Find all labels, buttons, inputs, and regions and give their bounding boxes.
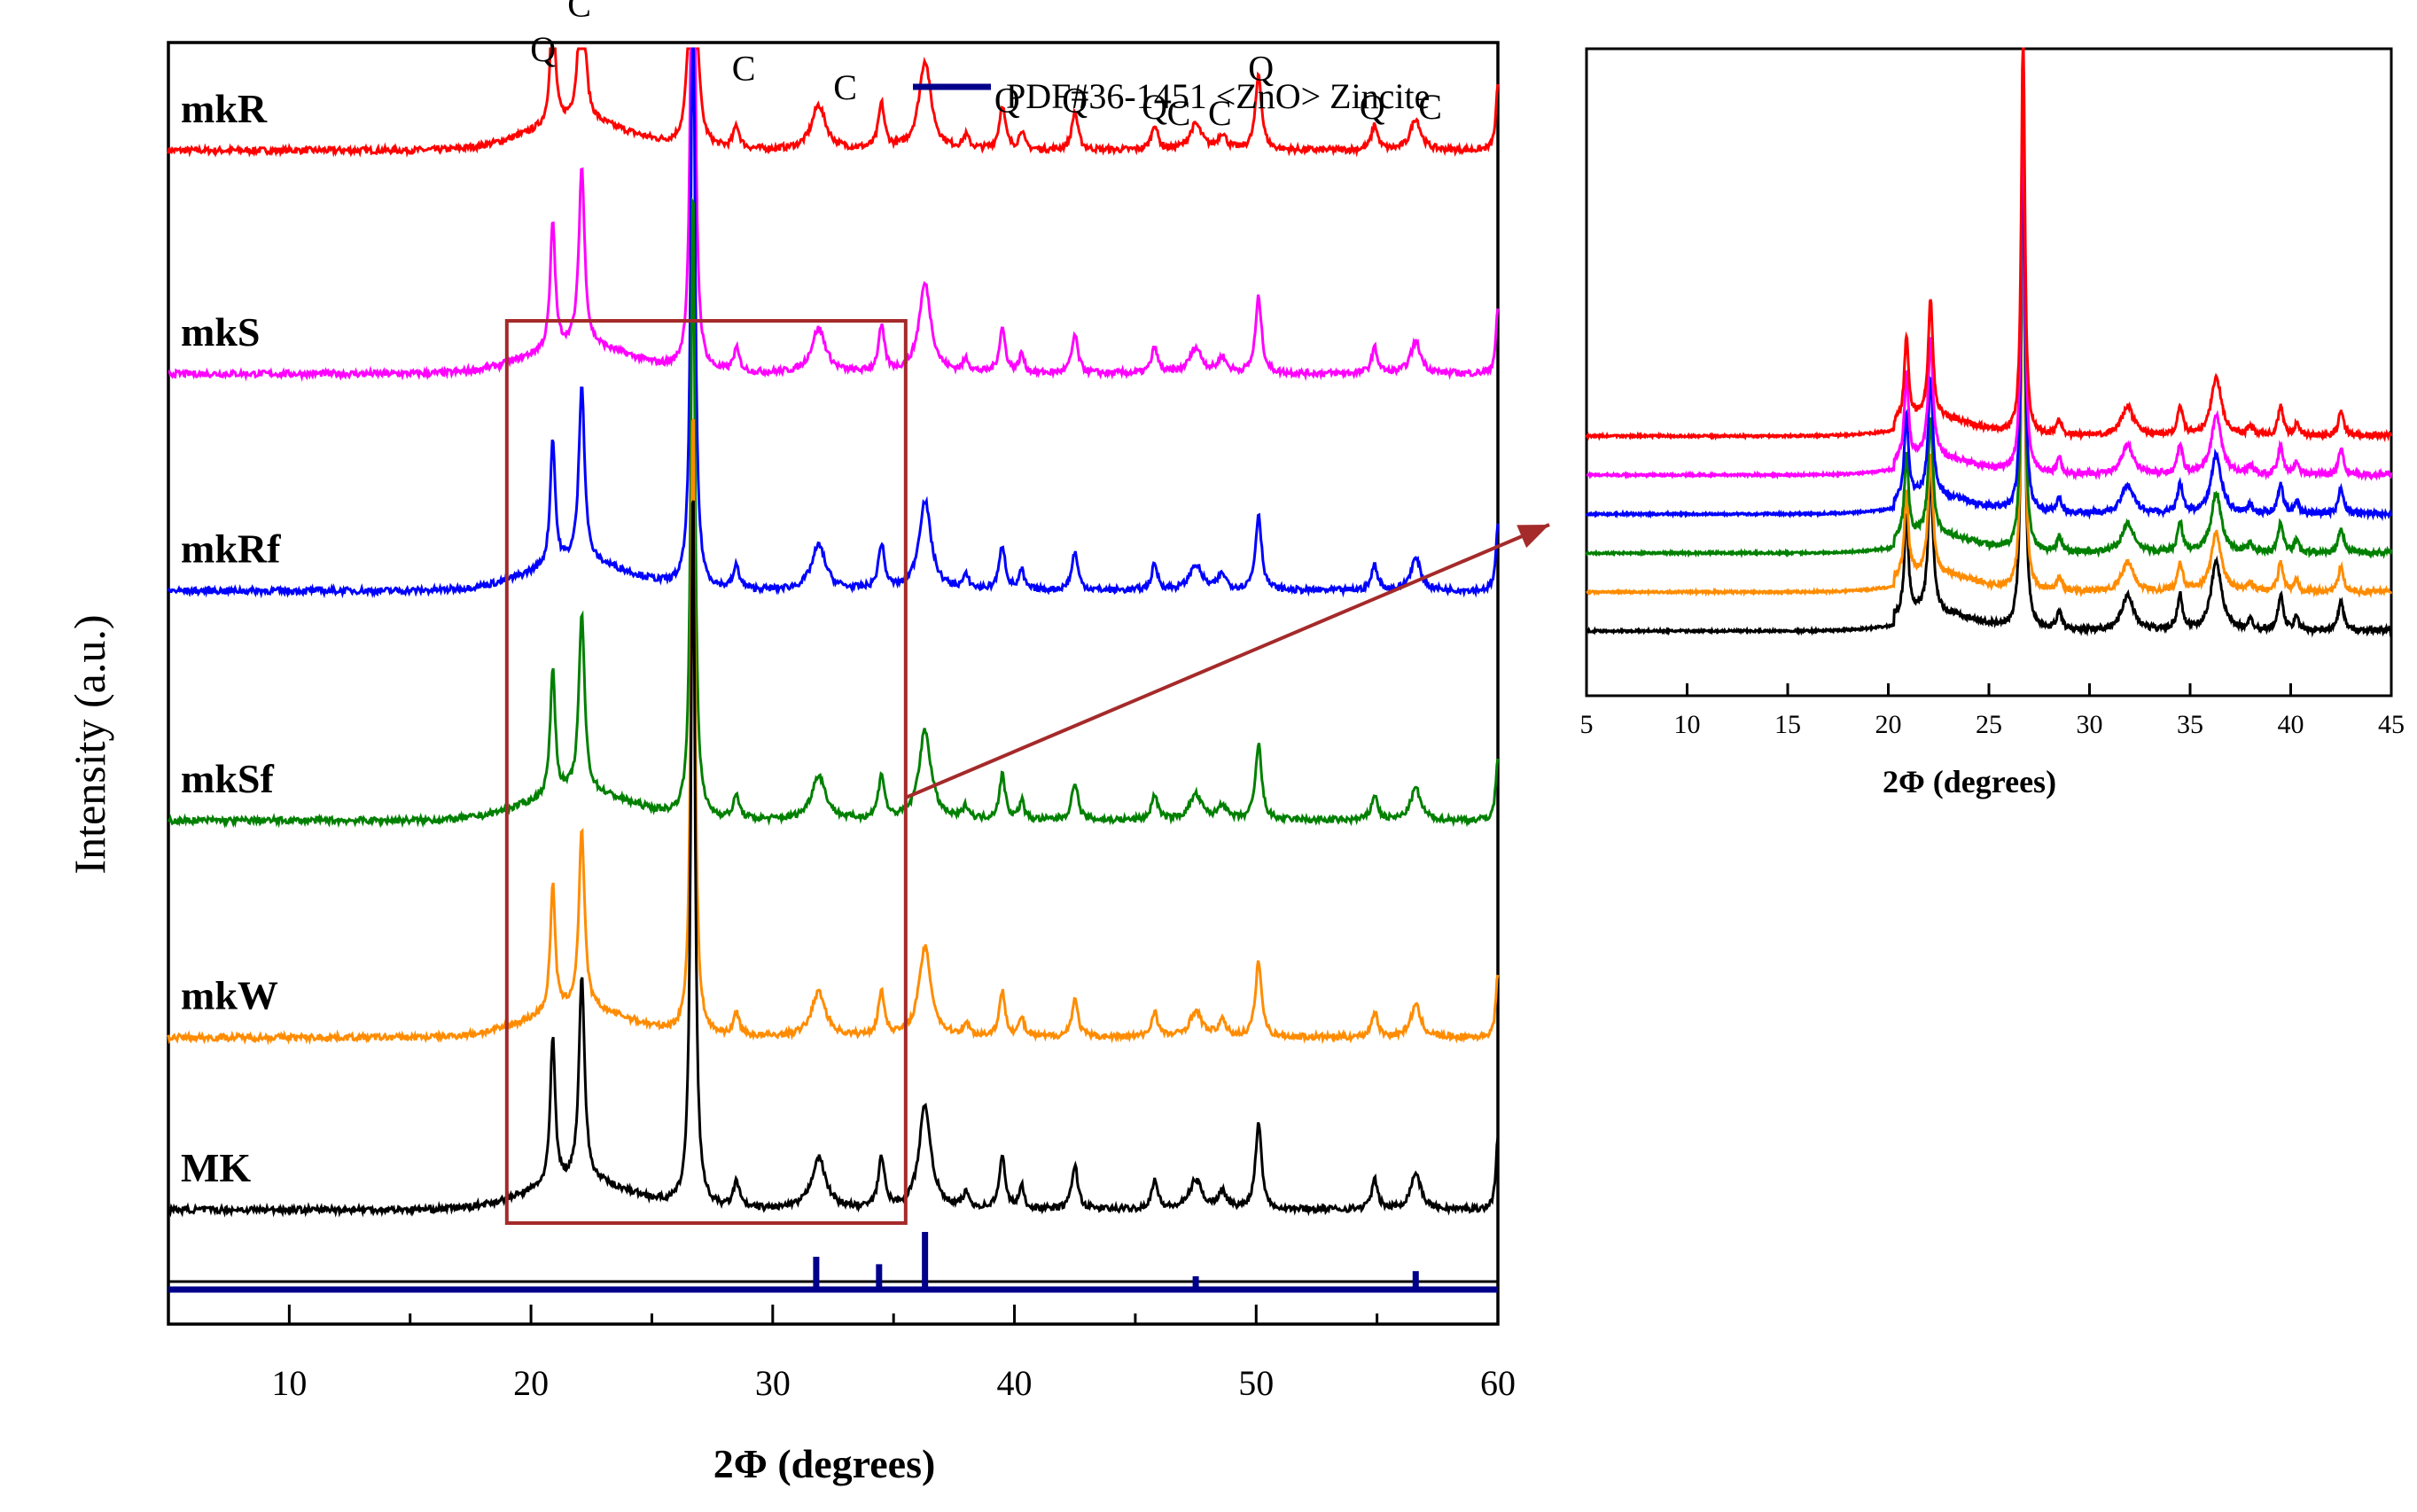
sample-label-mkW: mkW bbox=[181, 973, 278, 1018]
main-x-tick-label: 10 bbox=[271, 1363, 307, 1403]
legend-label: PDF#36-1451 <ZnO> Zincite bbox=[1006, 76, 1430, 116]
zoom-box bbox=[504, 319, 908, 1225]
sample-label-mkSf: mkSf bbox=[181, 756, 274, 801]
inset-x-tick-label: 45 bbox=[2378, 710, 2405, 739]
sample-labels: mkR mkS mkRf mkSf mkW MK bbox=[181, 86, 281, 1190]
phase-label: C bbox=[833, 67, 857, 107]
series-mkW bbox=[167, 418, 1500, 1046]
inset-x-ticks bbox=[1585, 683, 2393, 696]
reference-pattern bbox=[168, 1232, 1498, 1293]
main-plot-frame bbox=[167, 41, 1500, 1326]
inset-plot: 5 10 15 20 25 30 35 40 45 2Φ (degrees) bbox=[1580, 47, 2405, 799]
series-mkRf bbox=[167, 47, 1500, 599]
phase-label: C bbox=[732, 49, 756, 89]
phase-label: Q bbox=[994, 81, 1020, 121]
main-x-tick-label: 40 bbox=[997, 1363, 1033, 1403]
main-x-axis-title: 2Φ (degrees) bbox=[713, 1441, 936, 1486]
series-mkS bbox=[168, 47, 1500, 383]
series-mkR bbox=[167, 47, 1500, 158]
inset-series-mkW bbox=[1586, 171, 2393, 599]
inset-series-mkRf bbox=[1585, 95, 2393, 522]
series-mkSf bbox=[167, 196, 1500, 829]
inset-x-tick-label: 30 bbox=[2077, 710, 2103, 739]
main-x-tick-label: 60 bbox=[1480, 1363, 1516, 1403]
phase-label: Q bbox=[1062, 81, 1088, 121]
main-y-axis-title: Intensity (a.u.) bbox=[65, 615, 114, 875]
phase-label: C bbox=[567, 0, 591, 25]
zoom-arrow bbox=[905, 523, 1550, 799]
inset-x-axis-title: 2Φ (degrees) bbox=[1883, 764, 2056, 799]
main-x-tick-label: 30 bbox=[755, 1363, 791, 1403]
main-x-ticks bbox=[167, 1305, 1500, 1324]
inset-x-tick-label: 10 bbox=[1674, 710, 1701, 739]
sample-label-mkS: mkS bbox=[181, 309, 260, 355]
phase-label: C bbox=[1167, 93, 1191, 133]
inset-series-mkS bbox=[1586, 57, 2393, 482]
phase-label: C bbox=[1208, 93, 1232, 133]
phase-labels: QQCCCQQQCCQQC bbox=[530, 0, 1442, 133]
main-x-tick-label: 50 bbox=[1238, 1363, 1274, 1403]
inset-x-tick-label: 20 bbox=[1875, 710, 1902, 739]
inset-x-tick-label: 40 bbox=[2278, 710, 2304, 739]
inset-series bbox=[1585, 47, 2393, 638]
series-MK bbox=[167, 500, 1500, 1218]
inset-x-tick-label: 25 bbox=[1976, 710, 2002, 739]
main-x-tick-labels: 10 20 30 40 50 60 bbox=[271, 1363, 1516, 1403]
sample-label-MK: MK bbox=[181, 1145, 251, 1190]
inset-series-MK bbox=[1586, 130, 2393, 638]
inset-x-tick-label: 15 bbox=[1774, 710, 1801, 739]
legend: PDF#36-1451 <ZnO> Zincite bbox=[913, 76, 1430, 116]
phase-label: Q bbox=[530, 29, 556, 69]
main-x-tick-label: 20 bbox=[513, 1363, 549, 1403]
sample-label-mkRf: mkRf bbox=[181, 526, 281, 572]
inset-x-tick-labels: 5 10 15 20 25 30 35 40 45 bbox=[1580, 710, 2405, 739]
phase-label: Q bbox=[1360, 87, 1385, 127]
zoom-arrow-head bbox=[1516, 525, 1549, 549]
inset-x-tick-label: 35 bbox=[2177, 710, 2203, 739]
phase-label: C bbox=[1418, 87, 1442, 127]
inset-x-tick-label: 5 bbox=[1580, 710, 1594, 739]
sample-label-mkR: mkR bbox=[181, 86, 268, 131]
inset-series-mkR bbox=[1585, 47, 2393, 443]
main-series bbox=[167, 47, 1500, 1218]
inset-plot-frame bbox=[1585, 47, 2393, 698]
phase-label: Q bbox=[1142, 87, 1167, 127]
phase-label: Q bbox=[1248, 49, 1274, 89]
inset-series-mkSf bbox=[1585, 131, 2393, 559]
